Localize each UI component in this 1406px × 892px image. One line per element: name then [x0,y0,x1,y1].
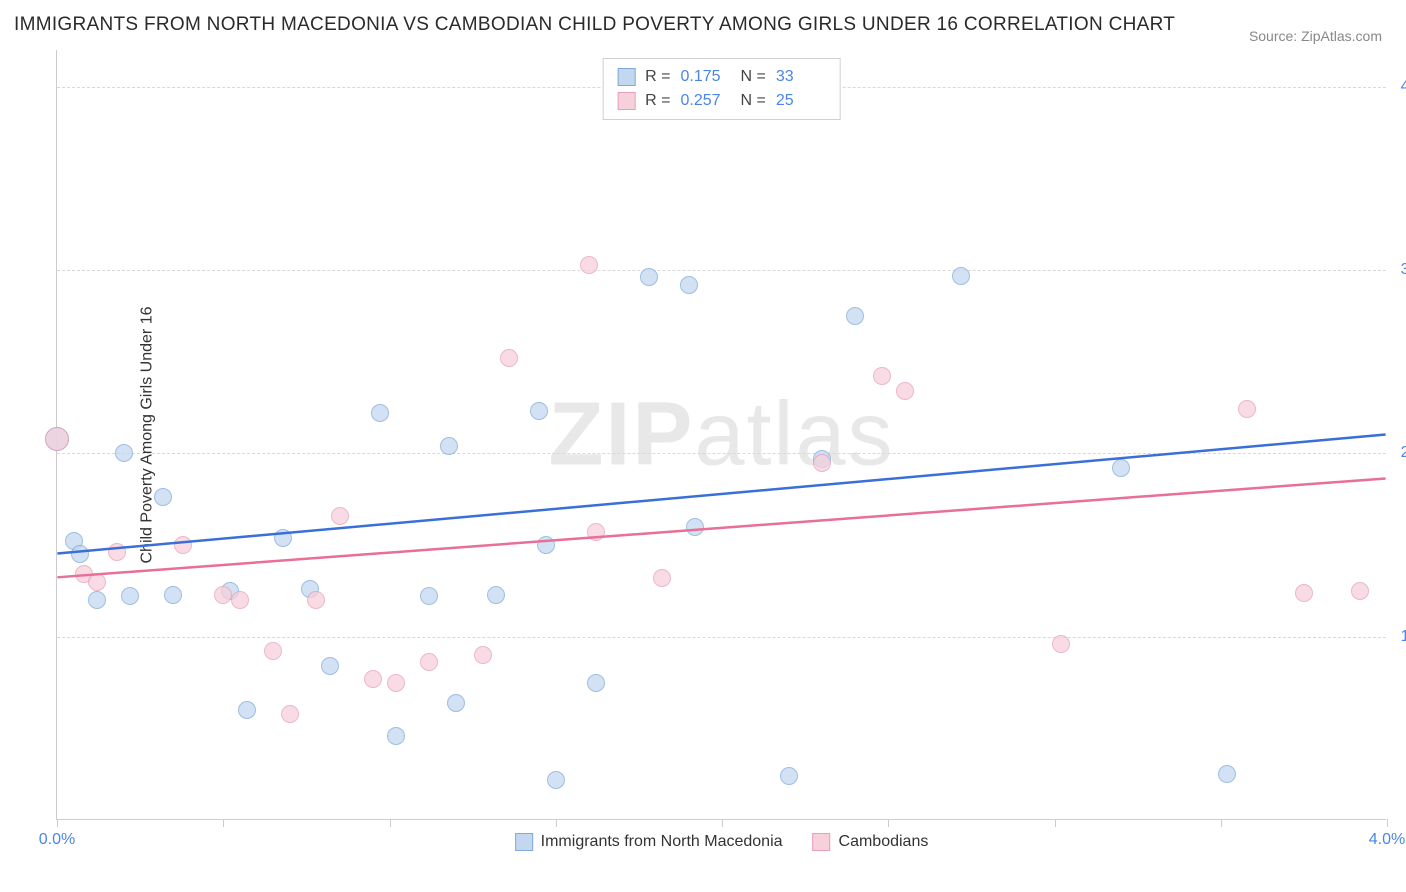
correlation-legend: R = 0.175 N = 33 R = 0.257 N = 25 [602,58,841,120]
scatter-point-blue [274,529,292,547]
x-tick [1221,819,1222,827]
scatter-point-pink [307,591,325,609]
scatter-point-blue [780,767,798,785]
scatter-point-blue [1112,459,1130,477]
scatter-point-pink [174,536,192,554]
scatter-point-pink [1052,635,1070,653]
swatch-pink [617,92,635,110]
scatter-point-blue [420,587,438,605]
scatter-point-blue [440,437,458,455]
legend-label: Immigrants from North Macedonia [541,833,783,851]
legend-item-pink: Cambodians [813,833,929,851]
scatter-point-blue [547,771,565,789]
stat-N-label: N = [741,65,766,89]
chart-title: IMMIGRANTS FROM NORTH MACEDONIA VS CAMBO… [14,14,1175,36]
x-tick [722,819,723,827]
x-tick [57,819,58,827]
scatter-point-pink [45,427,69,451]
y-tick-label: 30.0% [1394,261,1406,279]
swatch-blue [617,68,635,86]
scatter-point-blue [846,307,864,325]
x-tick-label: 4.0% [1369,831,1405,849]
scatter-point-blue [952,267,970,285]
scatter-point-pink [1351,582,1369,600]
stat-R-value: 0.257 [681,89,731,113]
scatter-point-blue [371,404,389,422]
stat-R-label: R = [645,65,670,89]
scatter-point-pink [873,367,891,385]
scatter-point-pink [580,256,598,274]
scatter-point-pink [500,349,518,367]
scatter-point-pink [587,523,605,541]
stat-row-blue: R = 0.175 N = 33 [617,65,826,89]
x-tick [390,819,391,827]
x-tick [888,819,889,827]
x-tick [1055,819,1056,827]
plot-area: ZIPatlas Child Poverty Among Girls Under… [56,50,1386,820]
stat-R-label: R = [645,89,670,113]
scatter-point-pink [420,653,438,671]
trend-lines [57,50,1386,819]
scatter-point-pink [108,543,126,561]
scatter-point-blue [447,694,465,712]
scatter-point-blue [537,536,555,554]
scatter-point-pink [364,670,382,688]
gridline [57,453,1386,454]
y-tick-label: 40.0% [1394,78,1406,96]
source-label: Source: ZipAtlas.com [1249,28,1382,44]
scatter-point-blue [238,701,256,719]
scatter-point-blue [321,657,339,675]
stat-N-value: 33 [776,65,826,89]
scatter-point-pink [88,573,106,591]
stat-N-value: 25 [776,89,826,113]
scatter-point-pink [474,646,492,664]
watermark: ZIPatlas [548,383,894,486]
scatter-point-blue [640,268,658,286]
y-tick-label: 10.0% [1394,628,1406,646]
stat-row-pink: R = 0.257 N = 25 [617,89,826,113]
legend-label: Cambodians [839,833,929,851]
stat-R-value: 0.175 [681,65,731,89]
x-tick [223,819,224,827]
scatter-point-blue [387,727,405,745]
y-tick-label: 20.0% [1394,444,1406,462]
legend-item-blue: Immigrants from North Macedonia [515,833,783,851]
scatter-point-blue [487,586,505,604]
scatter-point-blue [1218,765,1236,783]
scatter-point-pink [387,674,405,692]
x-tick [556,819,557,827]
scatter-point-blue [115,444,133,462]
gridline [57,637,1386,638]
stat-N-label: N = [741,89,766,113]
x-tick-label: 0.0% [39,831,75,849]
watermark-zip: ZIP [548,384,694,484]
gridline [57,270,1386,271]
scatter-point-pink [331,507,349,525]
scatter-point-pink [214,586,232,604]
scatter-point-blue [71,545,89,563]
trend-line-pink [57,478,1385,577]
y-axis-label: Child Poverty Among Girls Under 16 [139,306,157,563]
x-tick [1387,819,1388,827]
scatter-point-pink [231,591,249,609]
scatter-point-pink [1238,400,1256,418]
scatter-point-pink [1295,584,1313,602]
scatter-point-blue [88,591,106,609]
scatter-point-blue [686,518,704,536]
series-legend: Immigrants from North Macedonia Cambodian… [515,833,929,851]
scatter-point-pink [813,454,831,472]
legend-swatch-pink [813,833,831,851]
scatter-point-blue [530,402,548,420]
scatter-point-pink [653,569,671,587]
scatter-point-blue [164,586,182,604]
scatter-point-pink [896,382,914,400]
watermark-atlas: atlas [694,384,894,484]
scatter-point-blue [154,488,172,506]
scatter-point-pink [264,642,282,660]
scatter-point-pink [281,705,299,723]
legend-swatch-blue [515,833,533,851]
scatter-point-blue [587,674,605,692]
scatter-point-blue [121,587,139,605]
scatter-point-blue [680,276,698,294]
